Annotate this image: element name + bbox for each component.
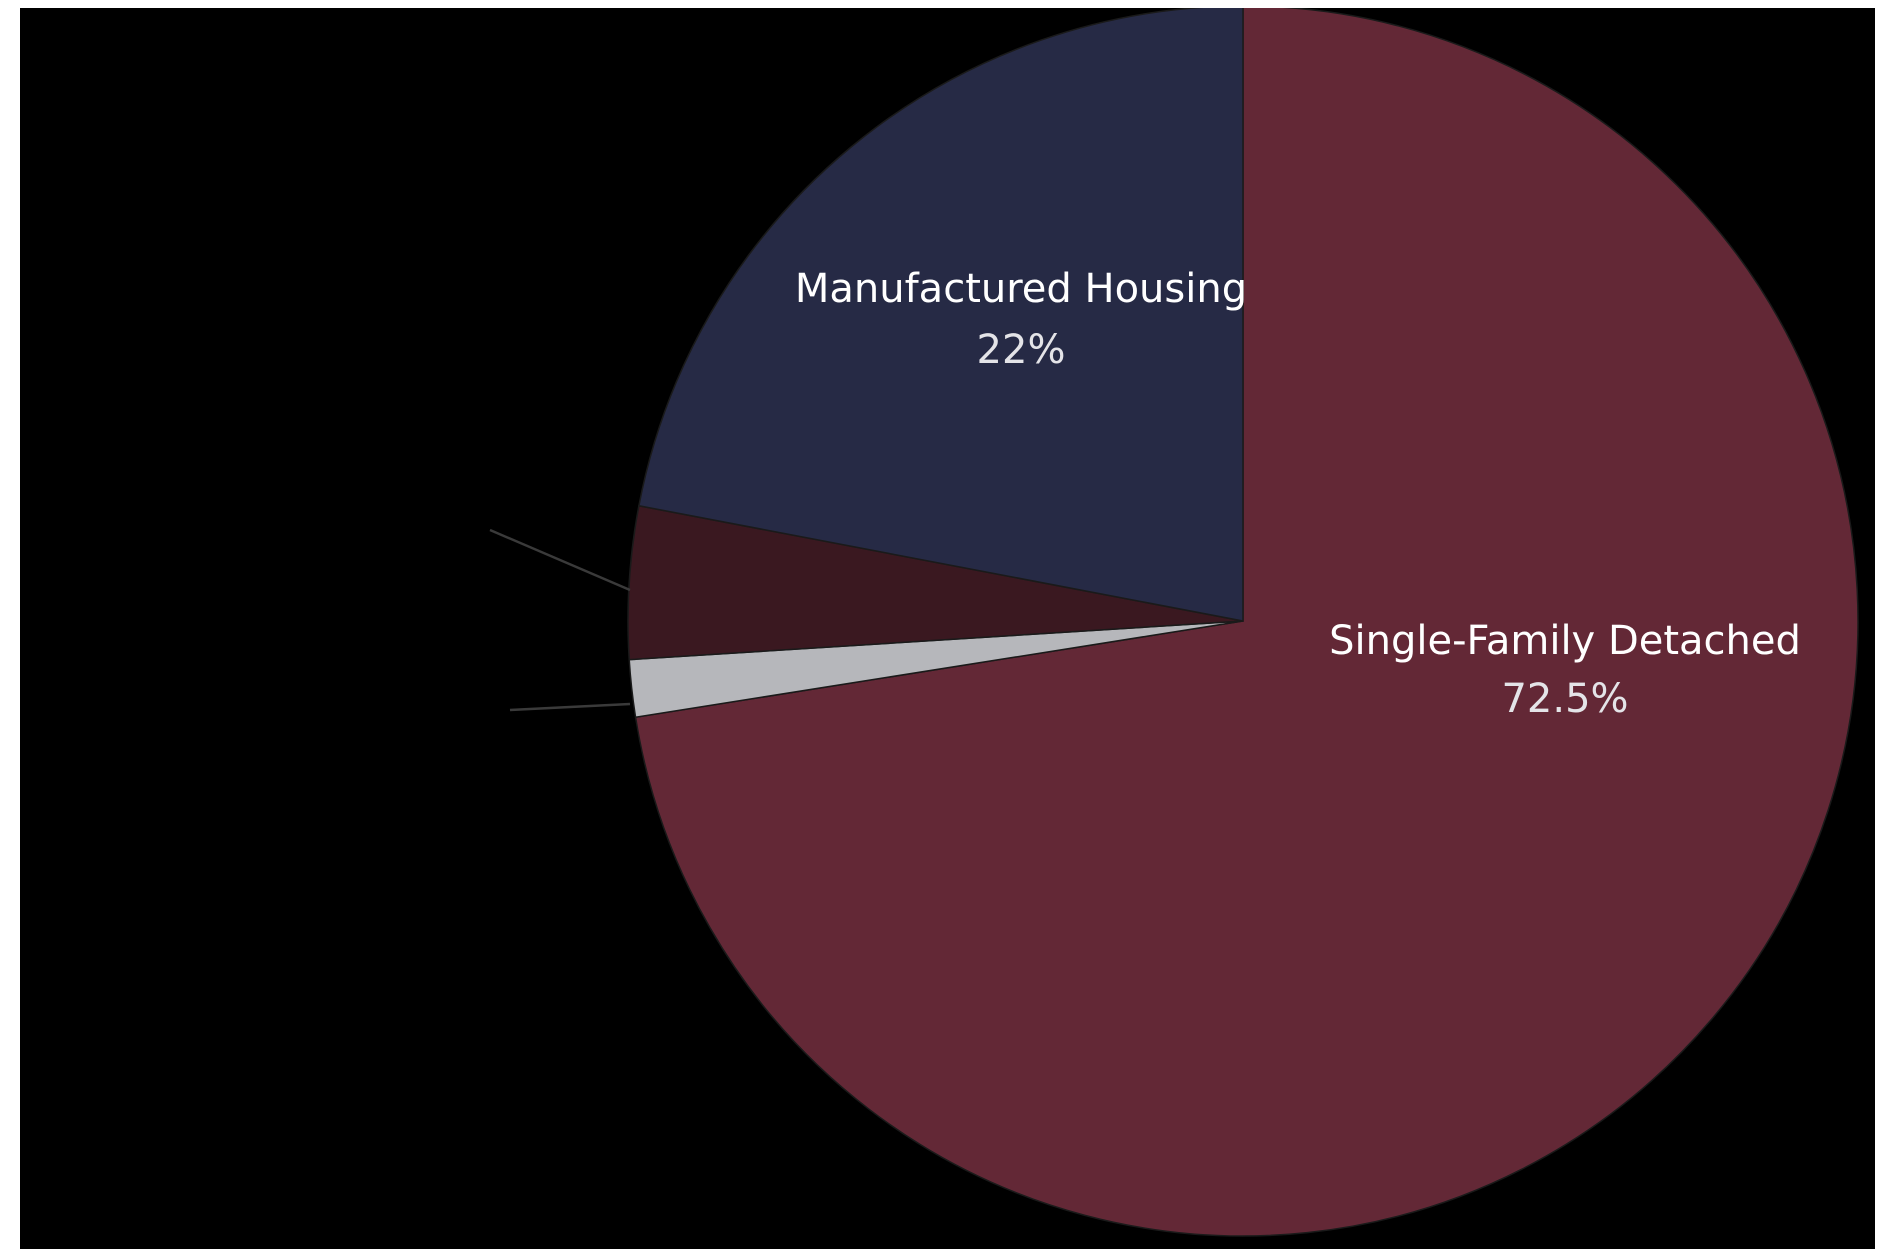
pie-slices bbox=[627, 8, 1859, 1237]
slice-label-value: 72.5% bbox=[1501, 676, 1628, 722]
pie-slice-single-family-detached bbox=[634, 8, 1859, 1237]
slice-label-name: Single-Family Detached bbox=[1329, 618, 1801, 664]
chart-area: Single-Family Detached 72.5% Manufactured … bbox=[20, 8, 1875, 1249]
leader-lines bbox=[489, 528, 631, 712]
pie-slice-manufactured-housing bbox=[638, 8, 1244, 622]
leader-line bbox=[489, 528, 631, 592]
leader-line bbox=[509, 702, 631, 712]
pie-chart: Single-Family Detached 72.5% Manufactured … bbox=[489, 8, 1859, 1237]
slice-label-value: 22% bbox=[977, 327, 1066, 373]
slice-label-name: Manufactured Housing bbox=[795, 266, 1247, 312]
slice-labels: Single-Family Detached 72.5% Manufactured … bbox=[795, 266, 1801, 722]
